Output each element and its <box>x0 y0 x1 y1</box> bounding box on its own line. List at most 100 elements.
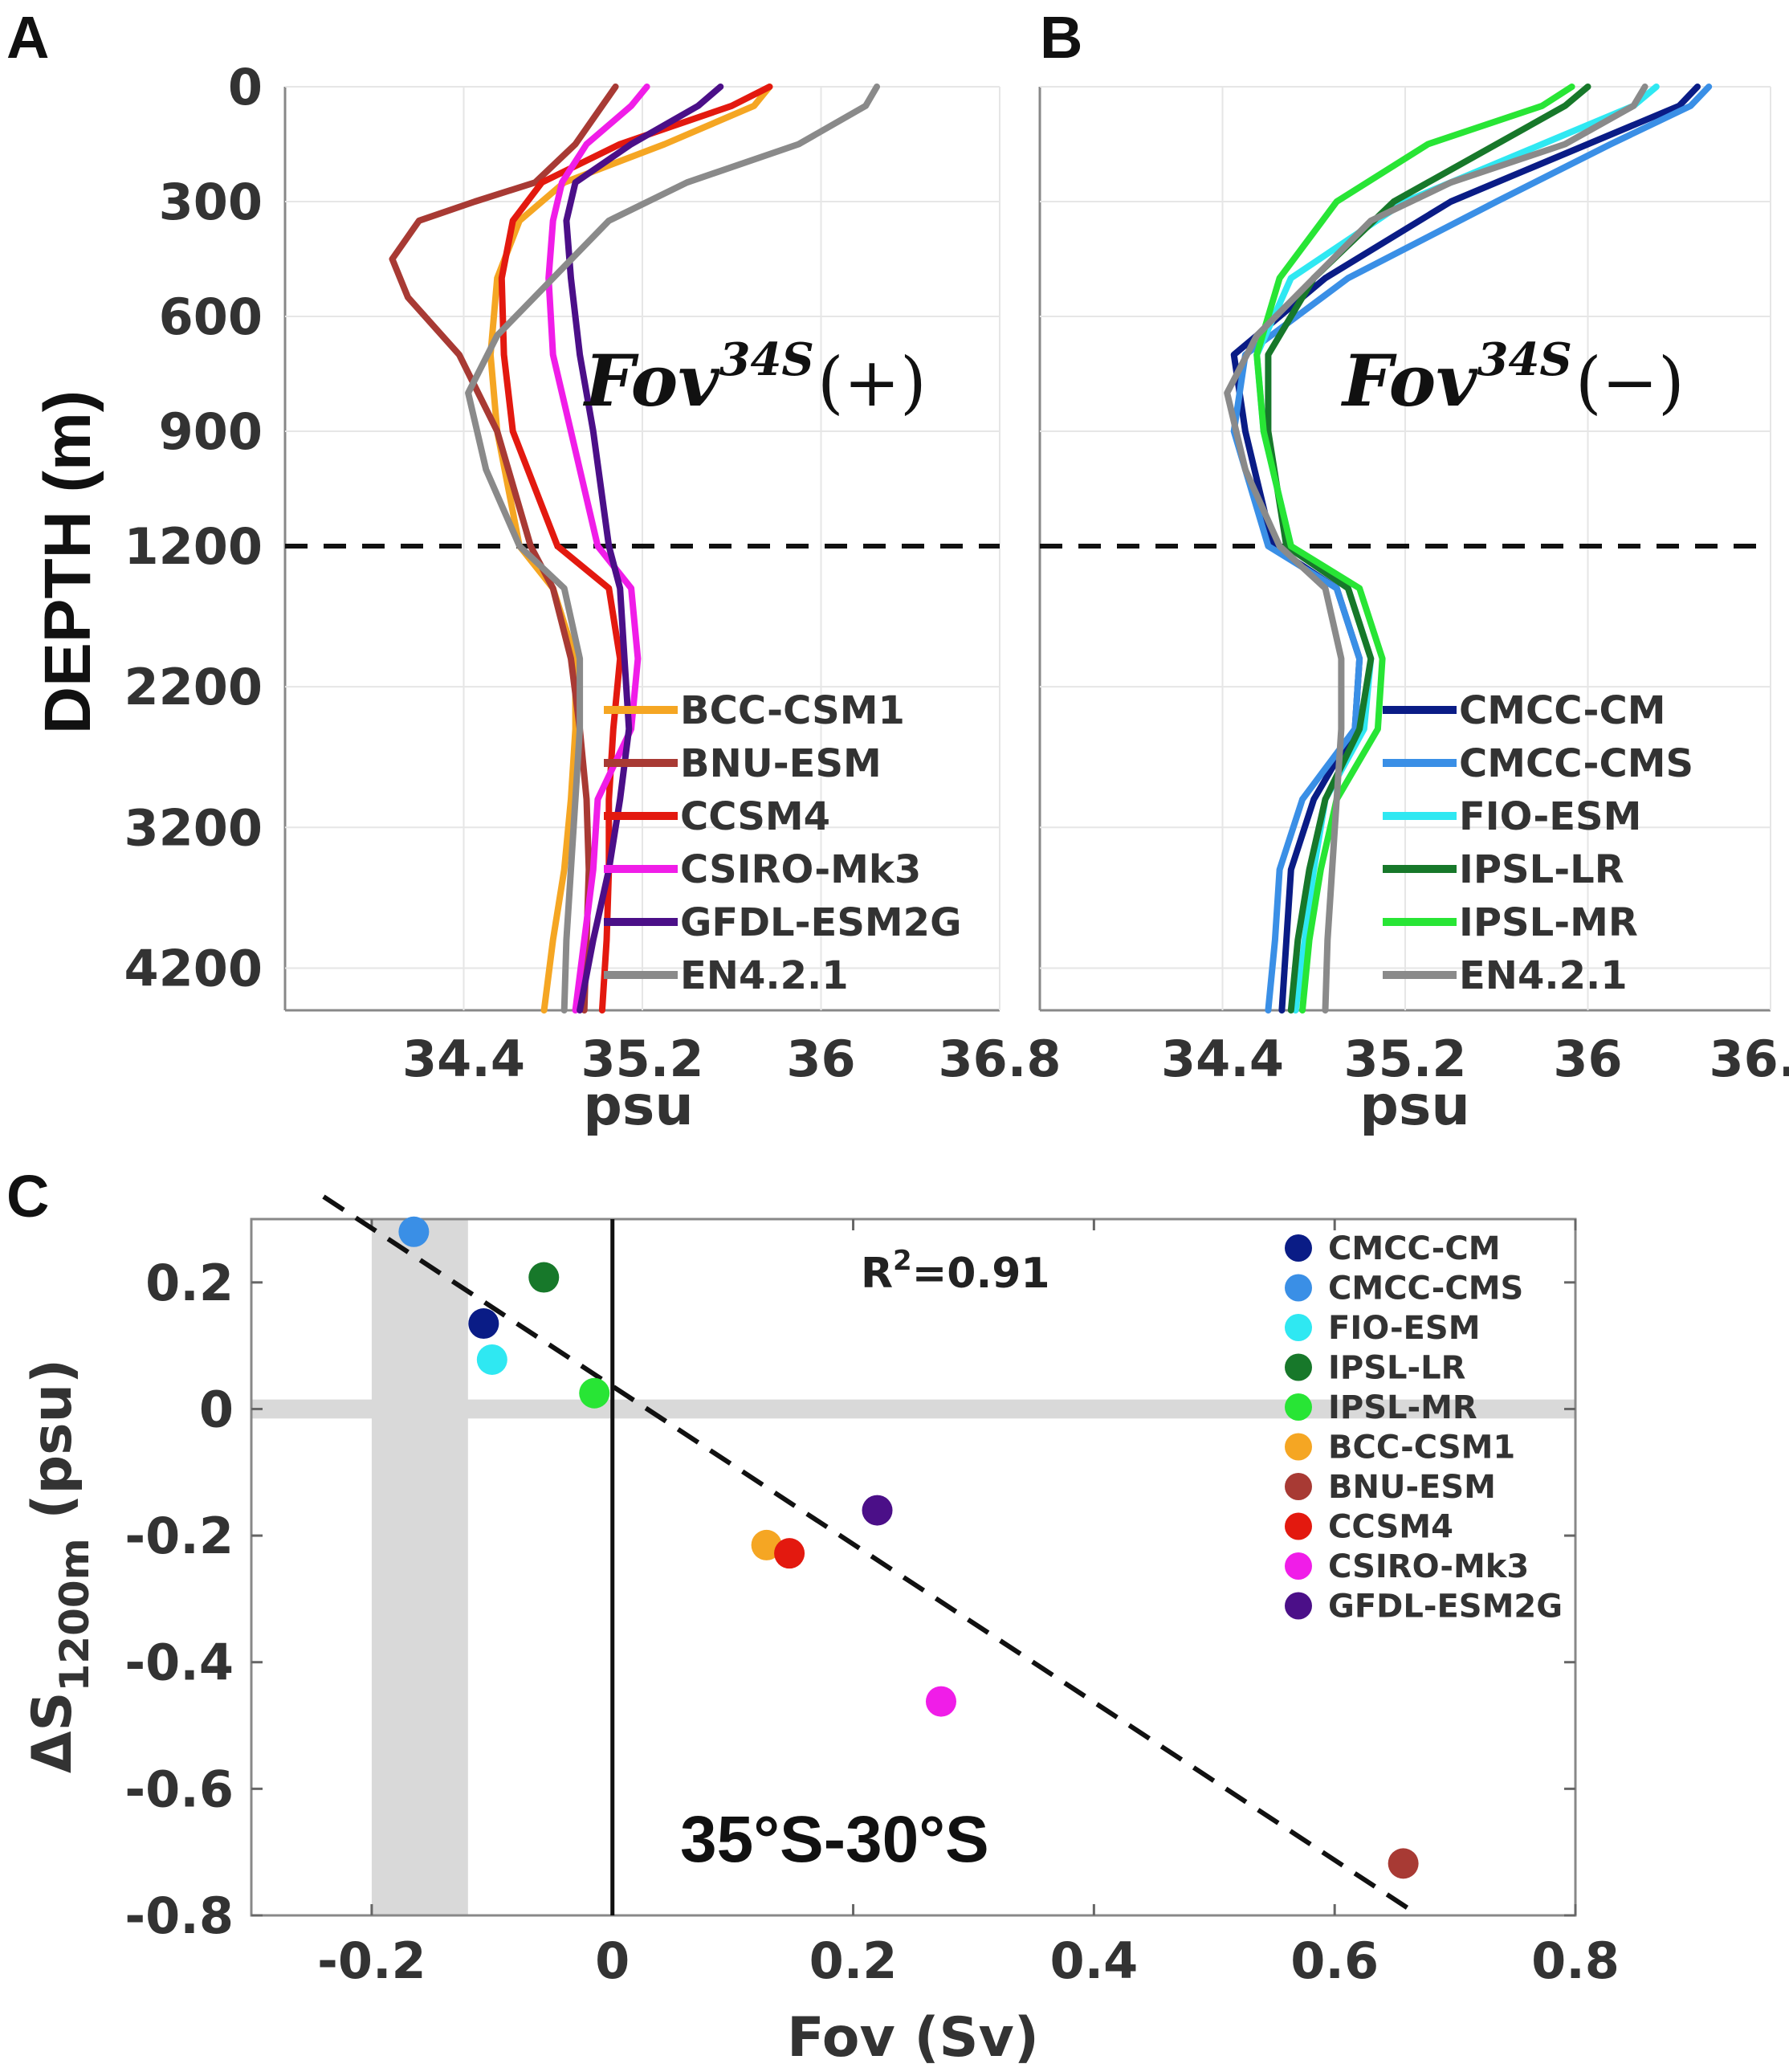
panel-c-xtick-label: 0.2 <box>809 1931 898 1990</box>
panel-b-annotation: Fov34S(−) <box>1340 333 1685 422</box>
panel-a-ytick-label: 600 <box>159 288 263 346</box>
panel-a-annotation-sign: (+) <box>817 343 927 422</box>
panel-b-line-ipsl-mr <box>1253 84 1575 1014</box>
panel-b-legend-label: CMCC-CM <box>1459 688 1665 733</box>
panel-c-y-label-sub: 1200m <box>51 1538 98 1691</box>
panel-b-line-cmcc-cms <box>1230 84 1713 1014</box>
panel-c-legend-label: BCC-CSM1 <box>1328 1430 1515 1466</box>
panel-a-x-label: psu <box>583 1075 694 1138</box>
panel-c-y-label: ΔS1200m (psu) <box>21 1359 98 1773</box>
panel-a-annotation: Fov34S(+) <box>582 333 927 422</box>
panel-c-point-ccsm4 <box>774 1538 805 1569</box>
panel-c-legend-marker <box>1285 1433 1312 1461</box>
panel-a-ytick-label: 1200 <box>124 517 263 576</box>
panel-c-legend-marker <box>1285 1393 1312 1421</box>
panel-c-ytick-label: -0.8 <box>124 1886 234 1945</box>
panel-b-letter: B <box>1040 4 1082 71</box>
panel-c-xtick-label: 0.6 <box>1290 1931 1379 1990</box>
panel-c-y-label-tail: (psu) <box>21 1359 84 1538</box>
panel-c-point-gfdl-esm2g <box>862 1495 893 1526</box>
panel-a-legend-label: BCC-CSM1 <box>680 688 905 733</box>
panel-a-line-bcc-csm1 <box>487 84 773 1014</box>
panel-c-region-title: 35°S-30°S <box>680 1803 989 1876</box>
panel-c-legend-marker <box>1285 1353 1312 1381</box>
panel-b-legend-label: EN4.2.1 <box>1459 953 1628 998</box>
panel-c-shaded-zero-band <box>251 1399 1575 1419</box>
panel-c-y-label-main: ΔS <box>21 1692 84 1774</box>
panel-c-ytick-label: 0.2 <box>145 1254 234 1312</box>
panel-c-point-bnu-esm <box>1388 1848 1419 1879</box>
panel-c-legend-marker <box>1285 1274 1312 1302</box>
panel-c-r2-sup: 2 <box>893 1245 912 1277</box>
panel-c-legend-label: CSIRO-Mk3 <box>1328 1548 1529 1585</box>
depth-axis-label: DEPTH (m) <box>31 390 104 734</box>
panel-a-ytick-label: 900 <box>159 402 263 461</box>
panel-c-legend-label: FIO-ESM <box>1328 1310 1481 1347</box>
panel-c-point-ipsl-lr <box>528 1262 560 1293</box>
panel-a-annotation-sup: 34S <box>719 333 814 386</box>
panel-c-point-ipsl-mr <box>579 1377 610 1409</box>
panel-b-annotation-sign: (−) <box>1575 343 1685 422</box>
panel-a-xtick-label: 36.8 <box>939 1030 1062 1088</box>
panel-c-legend-label: CMCC-CM <box>1328 1230 1501 1267</box>
panel-b-line-ipsl-lr <box>1265 84 1591 1014</box>
panel-b-xtick-label: 36 <box>1553 1030 1622 1088</box>
panel-b-legend: CMCC-CM CMCC-CMS FIO-ESM IPSL-LR IPSL-MR EN4.… <box>1383 688 1693 998</box>
panel-a-xtick-label: 34.4 <box>402 1030 525 1088</box>
panel-c-letter: C <box>6 1163 49 1230</box>
panel-b-legend-label: IPSL-LR <box>1459 847 1624 892</box>
panel-b-annotation-sup: 34S <box>1477 333 1572 386</box>
panel-c-legend-marker <box>1285 1473 1312 1500</box>
panel-b-legend-label: IPSL-MR <box>1459 900 1638 945</box>
panel-c-xtick-label: 0.4 <box>1049 1931 1138 1990</box>
panel-c-xtick-label: 0 <box>595 1931 630 1990</box>
panel-a-legend-label: CSIRO-Mk3 <box>680 847 921 892</box>
panel-c-legend-marker <box>1285 1592 1312 1620</box>
panel-c-r2-value: =0.91 <box>912 1250 1050 1298</box>
panel-c-legend-marker <box>1285 1314 1312 1341</box>
panel-c-r2-label: R <box>861 1250 893 1298</box>
panel-c-legend-label: CCSM4 <box>1328 1509 1453 1546</box>
panel-c-legend-marker <box>1285 1512 1312 1540</box>
panel-c: 0.2 0 -0.2 -0.4 -0.6 -0.8 -0.2 0 0.2 0.4 0.6 0.8 F… <box>21 1194 1620 2070</box>
panel-c-r2: R2=0.91 <box>861 1245 1050 1298</box>
panel-b-xtick-label: 35.2 <box>1344 1030 1467 1088</box>
panel-a-line-en4-2-1 <box>465 84 880 1014</box>
panel-c-xtick-label: 0.8 <box>1531 1931 1620 1990</box>
panel-a-line-gfdl-esm2g <box>563 84 724 1014</box>
panel-a-line-csiro-mk3 <box>545 84 650 1014</box>
panel-b-line-en4-2-1 <box>1224 84 1648 1014</box>
panel-a-ytick-label: 300 <box>159 173 263 231</box>
panel-a-letter: A <box>6 4 49 71</box>
panel-a-ytick-label: 0 <box>228 58 263 116</box>
panel-a-annotation-base: Fov <box>582 339 719 422</box>
panel-c-ytick-label: -0.6 <box>124 1760 234 1818</box>
panel-c-legend-label: CMCC-CMS <box>1328 1271 1523 1307</box>
panel-a-ytick-label: 3200 <box>124 798 263 857</box>
panel-c-legend-label: GFDL-ESM2G <box>1328 1589 1563 1625</box>
panel-c-regression-line <box>322 1194 1420 1918</box>
panel-c-point-fio-esm <box>476 1344 507 1375</box>
panel-a-ytick-label: 4200 <box>124 939 263 997</box>
panel-c-legend-marker <box>1285 1552 1312 1580</box>
panel-a-ytick-label: 2200 <box>124 658 263 716</box>
panel-c-legend-marker <box>1285 1234 1312 1262</box>
panel-c-ytick-label: -0.4 <box>124 1634 234 1692</box>
panel-a: 0 300 600 900 1200 2200 3200 4200 34.4 35.2 36 36.… <box>124 58 1061 1138</box>
panel-c-point-cmcc-cms <box>398 1216 430 1247</box>
panel-c-ytick-label: 0 <box>199 1380 234 1438</box>
panel-c-x-label: Fov (Sv) <box>787 2006 1039 2070</box>
panel-c-legend-label: IPSL-MR <box>1328 1389 1477 1426</box>
panel-b-annotation-base: Fov <box>1340 339 1477 422</box>
panel-a-line-bnu-esm <box>389 84 619 1014</box>
panel-a-xtick-label: 35.2 <box>581 1030 704 1088</box>
panel-b-legend-label: CMCC-CMS <box>1459 741 1693 786</box>
panel-a-legend-label: GFDL-ESM2G <box>680 900 961 945</box>
panel-b-legend-label: FIO-ESM <box>1459 794 1641 839</box>
panel-a-legend-label: BNU-ESM <box>680 741 882 786</box>
panel-b-x-label: psu <box>1359 1075 1470 1138</box>
panel-c-point-csiro-mk3 <box>925 1686 956 1717</box>
